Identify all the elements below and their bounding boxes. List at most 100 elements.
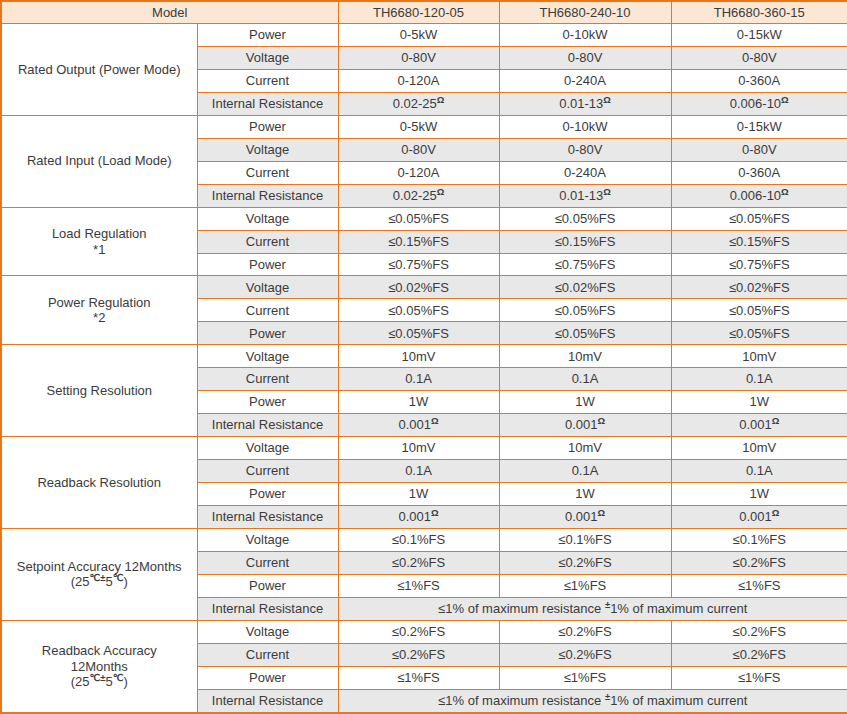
value-cell: 10mV [338,437,499,460]
value-cell: 10mV [671,437,847,460]
value-cell: 1W [671,391,847,414]
value-cell: ≤0.2%FS [338,643,499,666]
value-cell: 10mV [499,437,671,460]
param-label: Current [197,299,338,322]
value-cell: 0-240A [499,161,671,184]
param-label: Power [197,253,338,276]
value-cell: 0.001Ω [338,506,499,529]
param-label: Voltage [197,207,338,230]
param-label: Power [197,24,338,47]
param-label: Internal Resistance [197,597,338,620]
table-row: Rated Input (Load Mode) Power 0-5kW 0-10… [1,115,847,138]
value-cell: ≤0.05%FS [499,299,671,322]
value-cell: 0.1A [671,460,847,483]
value-cell: 0.1A [338,368,499,391]
value-cell: ≤1%FS [338,574,499,597]
value-cell: ≤0.05%FS [671,207,847,230]
value-cell: ≤1%FS [499,666,671,689]
param-label: Voltage [197,276,338,299]
group-label: Power Regulation*2 [1,276,197,345]
value-cell: ≤0.75%FS [499,253,671,276]
group-label: Setting Resolution [1,345,197,437]
value-cell: 0.001Ω [499,414,671,437]
value-cell: 1W [671,483,847,506]
value-cell: ≤0.05%FS [338,299,499,322]
value-cell: ≤0.05%FS [671,299,847,322]
table-row: Setting Resolution Voltage 10mV 10mV 10m… [1,345,847,368]
table-row: Readback Resolution Voltage 10mV 10mV 10… [1,437,847,460]
value-cell: 0-120A [338,161,499,184]
spec-table: Model TH6680-120-05 TH6680-240-10 TH6680… [0,0,847,714]
param-label: Internal Resistance [197,184,338,207]
param-label: Current [197,551,338,574]
model-name-2: TH6680-240-10 [499,1,671,24]
header-row: Model TH6680-120-05 TH6680-240-10 TH6680… [1,1,847,24]
value-cell: 0.02-25Ω [338,184,499,207]
value-cell: 0-15kW [671,24,847,47]
value-cell: 0.01-13Ω [499,184,671,207]
value-cell: 0.1A [338,460,499,483]
group-label: Rated Input (Load Mode) [1,115,197,207]
value-cell: 0-360A [671,69,847,92]
param-label: Power [197,115,338,138]
param-label: Internal Resistance [197,689,338,713]
value-cell: 0-80V [338,138,499,161]
group-label: Rated Output (Power Mode) [1,24,197,116]
value-cell: ≤0.15%FS [499,230,671,253]
value-cell: 0-80V [499,46,671,69]
param-label: Current [197,643,338,666]
param-label: Current [197,161,338,184]
param-label: Power [197,322,338,345]
value-cell: ≤0.2%FS [499,620,671,643]
value-cell: 0.01-13Ω [499,92,671,115]
value-cell: 0.1A [499,368,671,391]
value-cell: 0-10kW [499,115,671,138]
param-label: Internal Resistance [197,414,338,437]
value-cell: 0-15kW [671,115,847,138]
value-cell: 0-240A [499,69,671,92]
table-row: Load Regulation*1 Voltage ≤0.05%FS ≤0.05… [1,207,847,230]
param-label: Power [197,666,338,689]
group-label: Load Regulation*1 [1,207,197,276]
spec-table-body: Rated Output (Power Mode) Power 0-5kW 0-… [1,24,847,714]
table-row: Power Regulation*2 Voltage ≤0.02%FS ≤0.0… [1,276,847,299]
value-cell: 0-5kW [338,115,499,138]
param-label: Power [197,391,338,414]
table-row: Setpoint Accuracy 12Months(25℃±5℃) Volta… [1,528,847,551]
model-name-3: TH6680-360-15 [671,1,847,24]
value-cell: 0-5kW [338,24,499,47]
value-cell: ≤0.05%FS [671,322,847,345]
value-cell: 0-80V [671,46,847,69]
value-cell: ≤0.05%FS [499,207,671,230]
value-cell: ≤0.2%FS [671,643,847,666]
value-cell: ≤0.1%FS [338,528,499,551]
value-cell: ≤0.75%FS [338,253,499,276]
param-label: Current [197,368,338,391]
value-cell: 1W [338,483,499,506]
value-cell: ≤0.1%FS [499,528,671,551]
value-cell: ≤0.2%FS [338,551,499,574]
value-cell: 0.001Ω [671,506,847,529]
value-cell: ≤1%FS [338,666,499,689]
value-cell: ≤0.1%FS [671,528,847,551]
value-cell: ≤0.05%FS [338,322,499,345]
value-cell: ≤0.05%FS [338,207,499,230]
value-cell: 0-80V [338,46,499,69]
value-cell: ≤1%FS [671,666,847,689]
param-label: Voltage [197,138,338,161]
param-label: Current [197,460,338,483]
value-cell: 10mV [338,345,499,368]
model-header-label: Model [1,1,338,24]
param-label: Internal Resistance [197,506,338,529]
value-cell: ≤0.02%FS [338,276,499,299]
table-row: Rated Output (Power Mode) Power 0-5kW 0-… [1,24,847,47]
value-cell: ≤0.2%FS [499,643,671,666]
value-cell: ≤0.2%FS [499,551,671,574]
value-cell: ≤0.75%FS [671,253,847,276]
value-cell-span: ≤1% of maximum resistance ±1% of maximum… [338,597,847,620]
param-label: Internal Resistance [197,92,338,115]
value-cell: 0-360A [671,161,847,184]
param-label: Current [197,69,338,92]
group-label: Readback Accuracy12Months(25℃±5℃) [1,620,197,713]
value-cell: 0.02-25Ω [338,92,499,115]
